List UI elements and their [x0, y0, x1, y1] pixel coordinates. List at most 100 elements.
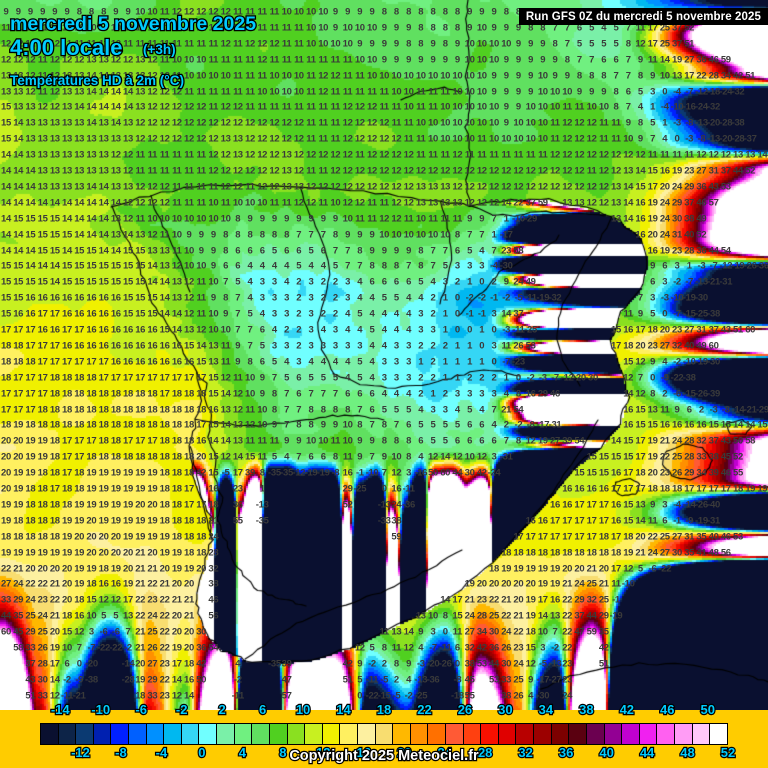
grid-temperature-value: 58 — [13, 642, 24, 654]
temperature-map[interactable]: 9 9 9 9 9 9 8 8 8 9 9 10 10 11 12 12 12 12 12 11 11 11 11 10 10 1… — [0, 0, 768, 710]
grid-temperature-value: 21 — [171, 594, 182, 606]
grid-temperature-value: 9 — [552, 70, 558, 82]
grid-temperature-value: 13 — [86, 149, 97, 161]
grid-temperature-value: 1 — [442, 356, 448, 368]
grid-temperature-value: 12 — [330, 149, 341, 161]
grid-temperature-value: 8 — [601, 70, 607, 82]
grid-temperature-value: 16 — [37, 292, 48, 304]
grid-temperature-value: 4 — [418, 292, 424, 304]
grid-temperature-value: 19 — [110, 563, 121, 574]
grid-temperature-value: 49 — [696, 340, 707, 352]
grid-temperature-value: 11 — [623, 308, 633, 320]
grid-temperature-value: 21 — [135, 547, 146, 559]
grid-temperature-value: 11 — [233, 22, 243, 34]
grid-temperature-value: 19 — [623, 547, 634, 559]
grid-temperature-value: 10 — [403, 70, 414, 82]
grid-temperature-value: 29 — [672, 197, 682, 209]
grid-temperature-value: 8 — [613, 86, 619, 97]
grid-temperature-value: 12 — [354, 181, 365, 193]
color-scale-swatch — [534, 724, 552, 744]
grid-temperature-value: 15 — [13, 260, 24, 272]
grid-temperature-value: 28 — [37, 658, 48, 670]
grid-temperature-value: 10 — [379, 229, 390, 241]
grid-temperature-value: 9 — [332, 213, 338, 225]
grid-temperature-value: 5 — [393, 292, 399, 304]
grid-temperature-value: 4 — [381, 324, 387, 336]
grid-temperature-value: 42 — [476, 467, 487, 479]
grid-temperature-value: 2 — [430, 356, 436, 368]
grid-temperature-value: 9 — [418, 54, 424, 66]
grid-temperature-value: 9 — [528, 86, 534, 97]
grid-temperature-value: 9 — [540, 54, 546, 66]
grid-temperature-value: 3 — [88, 626, 94, 638]
grid-temperature-value: 17 — [1, 324, 11, 336]
grid-temperature-value: 16 — [110, 308, 121, 320]
grid-temperature-value: 9 — [332, 22, 338, 34]
grid-temperature-value: 13 — [208, 356, 219, 368]
grid-temperature-value: 7 — [296, 404, 302, 415]
grid-temperature-value: 19 — [13, 547, 24, 559]
color-scale-bar[interactable] — [40, 723, 728, 745]
grid-temperature-value: 12 — [391, 149, 402, 161]
grid-temperature-value: 10 — [147, 6, 158, 18]
grid-temperature-value: 3 — [393, 372, 399, 384]
grid-temperature-value: 18 — [147, 419, 158, 431]
grid-temperature-value: 12 — [25, 70, 36, 82]
grid-temperature-value: 9 — [40, 6, 46, 18]
grid-temperature-value: 11 — [196, 197, 206, 209]
grid-temperature-value: 19 — [98, 467, 109, 479]
grid-temperature-value: 31 — [708, 165, 719, 177]
grid-temperature-value: -36 — [402, 499, 416, 511]
grid-temperature-value: -2 — [233, 674, 242, 686]
grid-temperature-value: -25 — [414, 690, 428, 702]
color-scale[interactable] — [40, 723, 728, 745]
grid-temperature-value: 14 — [184, 690, 194, 702]
grid-temperature-value: 9 — [430, 38, 436, 50]
grid-temperature-value: -13 — [255, 499, 269, 511]
grid-temperature-value: 15 — [452, 610, 463, 622]
grid-temperature-value: 19 — [647, 451, 658, 463]
grid-temperature-value: 20 — [62, 563, 72, 574]
grid-temperature-value: 1 — [686, 260, 692, 272]
grid-temperature-value: 11 — [403, 133, 414, 145]
grid-temperature-value: 18 — [49, 404, 60, 415]
grid-temperature-value: 45 — [720, 451, 731, 463]
grid-temperature-value: 9 — [491, 6, 497, 18]
grid-temperature-value: 12 — [196, 101, 207, 113]
grid-temperature-value: 12 — [49, 70, 60, 82]
grid-temperature-value: 10 — [196, 54, 207, 66]
grid-temperature-value: 4 — [406, 674, 412, 686]
grid-temperature-value: 16 — [623, 404, 634, 415]
grid-temperature-value: 3 — [308, 324, 314, 336]
grid-temperature-value: 13 — [220, 404, 231, 415]
grid-temperature-value: 15 — [123, 245, 133, 256]
grid-temperature-value: 17 — [550, 531, 560, 543]
grid-temperature-value: 18 — [49, 467, 60, 479]
grid-temperature-value: 3 — [491, 388, 497, 400]
grid-temperature-value: 7 — [625, 101, 631, 113]
color-scale-swatch — [269, 724, 288, 744]
grid-temperature-value: 8 — [418, 260, 424, 272]
grid-temperature-value: 33 — [37, 690, 48, 702]
grid-temperature-value: 18 — [550, 547, 560, 559]
grid-temperature-value: 24 — [659, 197, 670, 209]
grid-temperature-value: 11 — [611, 578, 621, 590]
grid-temperature-value: 6 — [418, 435, 424, 447]
grid-temperature-value: 12 — [354, 642, 365, 654]
grid-temperature-value: -26 — [694, 388, 708, 400]
grid-temperature-value: 29 — [598, 610, 609, 622]
grid-temperature-value: 17 — [49, 483, 60, 495]
grid-temperature-value: 11 — [318, 117, 328, 129]
grid-temperature-value: -24 — [487, 467, 501, 479]
grid-temperature-value: -1 — [612, 594, 620, 606]
grid-temperature-value: 7 — [381, 467, 387, 479]
grid-temperature-value: 5 — [332, 260, 338, 272]
grid-temperature-value: 5 — [442, 419, 448, 431]
grid-temperature-value: 20 — [1, 435, 11, 447]
grid-temperature-value: -11 — [231, 690, 245, 702]
grid-temperature-value: 12 — [208, 149, 219, 161]
grid-temperature-value: 25 — [489, 610, 499, 622]
grid-temperature-value: 19 — [525, 594, 536, 606]
grid-temperature-value: 14 — [147, 260, 158, 272]
grid-temperature-value: 12 — [147, 117, 158, 129]
